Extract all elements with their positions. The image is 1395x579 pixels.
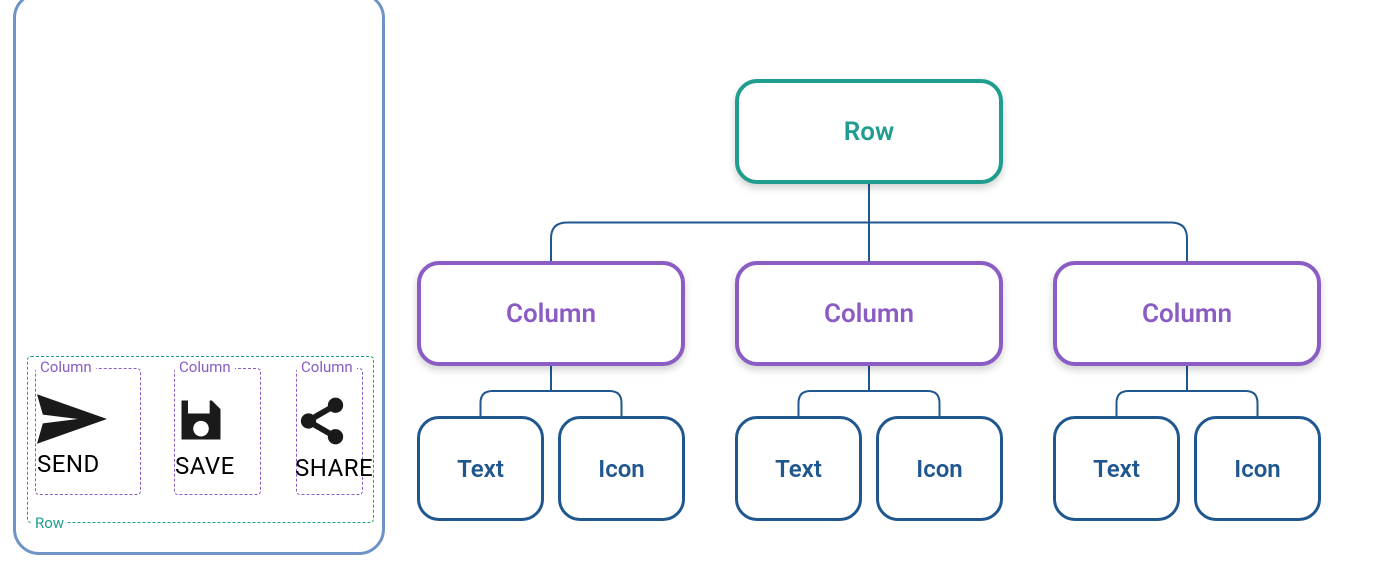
tree-node-label: Icon <box>1234 455 1280 483</box>
tree-node-column: Column <box>417 261 685 366</box>
tree-node-label: Icon <box>598 455 644 483</box>
tree-node-icon: Icon <box>876 416 1003 521</box>
tree-node-column: Column <box>1053 261 1321 366</box>
tree-node-label: Text <box>457 455 504 483</box>
tree-node-label: Icon <box>916 455 962 483</box>
tree-node-column: Column <box>735 261 1003 366</box>
tree-node-text: Text <box>1053 416 1180 521</box>
tree-node-label: Text <box>775 455 822 483</box>
tree-node-label: Column <box>824 299 914 329</box>
tree-node-label: Column <box>506 299 596 329</box>
tree-node-label: Row <box>844 117 894 147</box>
tree-node-label: Column <box>1142 299 1232 329</box>
tree-node-row: Row <box>735 79 1003 184</box>
tree-node-label: Text <box>1093 455 1140 483</box>
tree-node-icon: Icon <box>1194 416 1321 521</box>
tree-node-text: Text <box>417 416 544 521</box>
tree-node-text: Text <box>735 416 862 521</box>
widget-tree: Row Column Column Column Text Icon Text … <box>0 0 1395 579</box>
tree-node-icon: Icon <box>558 416 685 521</box>
